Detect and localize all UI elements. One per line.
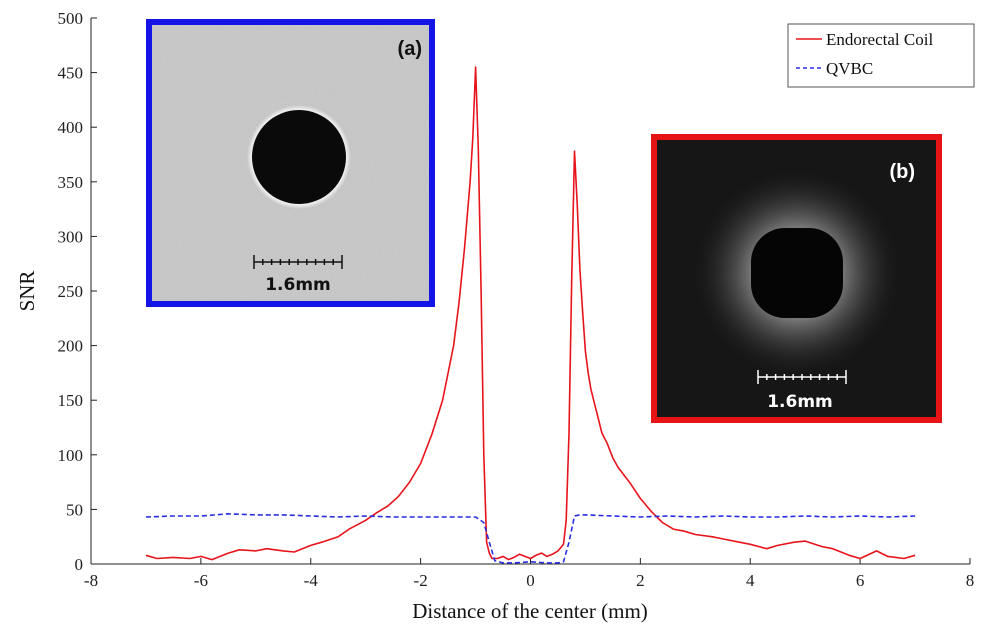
inset-b-hole <box>751 228 843 318</box>
y-tick-label: 300 <box>58 227 84 246</box>
y-tick-label: 350 <box>58 173 84 192</box>
y-tick-label: 250 <box>58 282 84 301</box>
x-tick-label: 4 <box>746 571 755 590</box>
y-tick-label: 100 <box>58 446 84 465</box>
y-axis-title: SNR <box>15 271 39 312</box>
legend-label-qvbc: QVBC <box>826 59 873 78</box>
x-tick-label: -2 <box>414 571 428 590</box>
y-tick-label: 0 <box>75 555 84 574</box>
inset-b-scale-label: 1.6mm <box>767 392 833 412</box>
x-tick-label: 0 <box>526 571 535 590</box>
legend-label-endorectal-coil: Endorectal Coil <box>826 30 933 49</box>
x-tick-label: -6 <box>194 571 208 590</box>
series-layer <box>145 66 916 564</box>
x-tick-label: 2 <box>636 571 645 590</box>
tick-layer: -8 -6 -4 -2 0 2 4 6 8 0 50 100 150 200 250 300 350 400 450… <box>58 9 975 590</box>
y-tick-label: 50 <box>66 500 83 519</box>
legend: Endorectal Coil QVBC <box>787 23 975 88</box>
x-axis-title: Distance of the center (mm) <box>412 599 648 623</box>
y-tick-label: 500 <box>58 9 84 28</box>
inset-a-scale-bar <box>253 255 343 269</box>
inset-b: (b) 1.6mm <box>651 134 942 423</box>
x-tick-label: 8 <box>966 571 975 590</box>
y-tick-label: 200 <box>58 337 84 356</box>
inset-a-label: (a) <box>398 38 422 60</box>
inset-a-scale-label: 1.6mm <box>265 275 331 295</box>
x-tick-label: -4 <box>304 571 319 590</box>
series-line-qvbc <box>145 513 916 564</box>
inset-b-scale-bar <box>757 370 847 384</box>
y-tick-label: 150 <box>58 391 84 410</box>
inset-a: (a) 1.6mm <box>146 19 435 307</box>
x-tick-label: -8 <box>84 571 98 590</box>
legend-box <box>787 23 975 88</box>
y-tick-label: 450 <box>58 64 84 83</box>
x-tick-label: 6 <box>856 571 865 590</box>
series-line-endorectal-coil <box>145 66 916 561</box>
inset-a-border <box>146 19 435 307</box>
y-tick-label: 400 <box>58 118 84 137</box>
inset-b-border <box>651 134 942 423</box>
inset-b-label: (b) <box>889 161 915 183</box>
inset-a-hole <box>252 110 346 204</box>
